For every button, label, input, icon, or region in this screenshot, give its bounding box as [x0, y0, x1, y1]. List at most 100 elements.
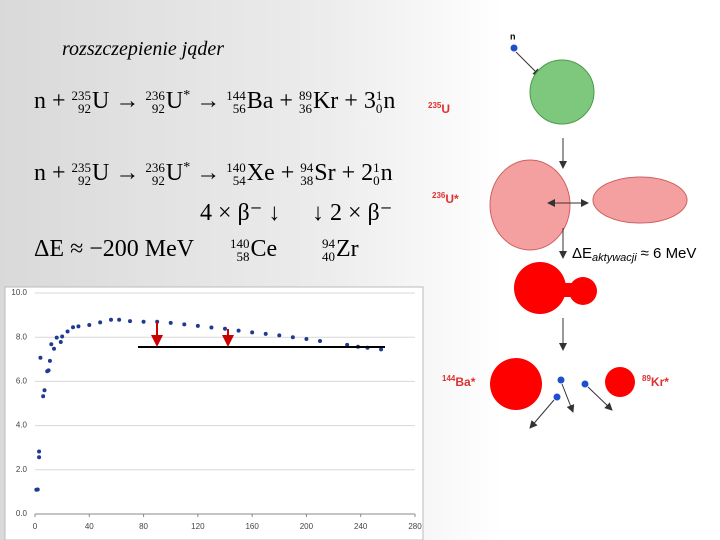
point	[379, 347, 384, 352]
chart: 0.0 2.0 4.0 6.0 8.0 10.0 0 40 80 120 160 200 240 280	[11, 288, 422, 531]
numbers: 89 36	[299, 89, 312, 115]
nuclide: 144 56 Ba	[226, 88, 273, 115]
numbers: 235 92	[72, 161, 92, 187]
point	[250, 330, 255, 335]
numbers: 140 54	[226, 161, 246, 187]
nuclide: 94 38 Sr	[300, 160, 335, 187]
atomic-number: 38	[300, 172, 314, 188]
symbol: Kr	[312, 88, 339, 114]
arrow	[561, 383, 575, 413]
mass-number: 235	[71, 159, 92, 175]
diagram: n 235U 236U* ΔEaktywacji ≈ 6 MeV 144Ba* 8…	[428, 31, 696, 429]
point	[209, 325, 214, 330]
point	[38, 355, 43, 360]
symbol: Ce	[250, 236, 278, 262]
value: ≈ 6 MeV	[641, 245, 697, 262]
atomic-number: 58	[236, 248, 250, 264]
point	[52, 346, 56, 351]
atomic-number: 92	[151, 100, 165, 116]
nuclide: 235 92 U	[72, 160, 110, 187]
operator: +	[344, 88, 358, 114]
atomic-number: 92	[78, 172, 92, 188]
decay: 4 × β⁻ ↓	[200, 200, 281, 226]
point	[182, 322, 187, 327]
point	[65, 329, 70, 334]
nuclide: 236 92 U *	[145, 88, 190, 115]
numbers: 236 92	[145, 161, 165, 187]
operator: →	[115, 160, 140, 186]
label: 89Kr*	[642, 374, 669, 390]
neutron	[581, 380, 589, 388]
symbol: U	[92, 160, 110, 186]
y-tick-label: 2.0	[16, 465, 28, 474]
point	[318, 338, 322, 343]
x-tick-label: 280	[408, 522, 422, 531]
symbol: ΔE	[572, 245, 592, 262]
point	[76, 324, 81, 329]
y-tick-label: 6.0	[16, 377, 28, 386]
x-tick-label: 160	[245, 522, 259, 531]
symbol: n	[34, 88, 46, 114]
neutron	[553, 393, 561, 401]
atomic-number: 92	[78, 100, 92, 116]
point	[223, 326, 227, 331]
mass-number: 236	[432, 191, 446, 200]
point	[195, 323, 200, 328]
point	[117, 317, 122, 322]
point	[37, 449, 42, 454]
neutron	[557, 376, 565, 384]
mass-number: 144	[442, 374, 456, 383]
symbol: Kr*	[651, 375, 669, 389]
symbol: n	[383, 88, 396, 114]
mass-number: 235	[71, 87, 92, 103]
mass-number: 94	[300, 159, 314, 175]
point	[37, 455, 42, 460]
coefficient: 3	[363, 88, 376, 114]
symbol: U	[92, 88, 110, 114]
point	[168, 320, 173, 325]
point	[290, 335, 295, 340]
operator: →	[196, 160, 221, 186]
point	[47, 358, 52, 363]
excited: *	[183, 160, 191, 175]
symbol: U	[441, 102, 450, 116]
label: 144Ba*	[442, 374, 476, 390]
excited: *	[183, 88, 191, 103]
numbers: 144 56	[226, 89, 246, 115]
atomic-number: 40	[322, 248, 335, 264]
point	[41, 394, 46, 399]
y-tick-label: 10.0	[11, 288, 27, 297]
atomic-number: 92	[151, 172, 165, 188]
nucleus	[529, 59, 595, 125]
y-tick-label: 0.0	[16, 509, 28, 518]
x-tick-label: 240	[354, 522, 368, 531]
point	[263, 331, 268, 336]
nucleus	[592, 176, 688, 224]
label: ΔEaktywacji ≈ 6 MeV	[572, 245, 696, 264]
numbers: 235 92	[72, 89, 92, 115]
point	[141, 319, 146, 324]
mass-number: 89	[642, 374, 651, 383]
nuclide: 94 40 Zr	[322, 236, 359, 263]
nuclide: 89 36 Kr	[299, 88, 338, 115]
atomic-number: 54	[232, 172, 246, 188]
operator: →	[115, 88, 140, 114]
equation: n +235 92 U → 236 92 U * → 144 56 Ba +89 36 Kr +3 1 0 n	[34, 88, 401, 115]
nuclide: 235 92 U	[72, 88, 110, 115]
operator: +	[52, 160, 66, 186]
arrow	[587, 386, 613, 411]
operator: +	[52, 88, 66, 114]
coefficient: 2	[361, 160, 374, 186]
point	[54, 335, 59, 340]
point	[128, 319, 132, 324]
decay: ↓ 2 × β⁻	[312, 200, 393, 226]
point	[35, 487, 40, 492]
nuclide: 236 92 U *	[145, 160, 190, 187]
mass-number: 1	[375, 87, 383, 103]
mass-number: 1	[373, 159, 380, 175]
